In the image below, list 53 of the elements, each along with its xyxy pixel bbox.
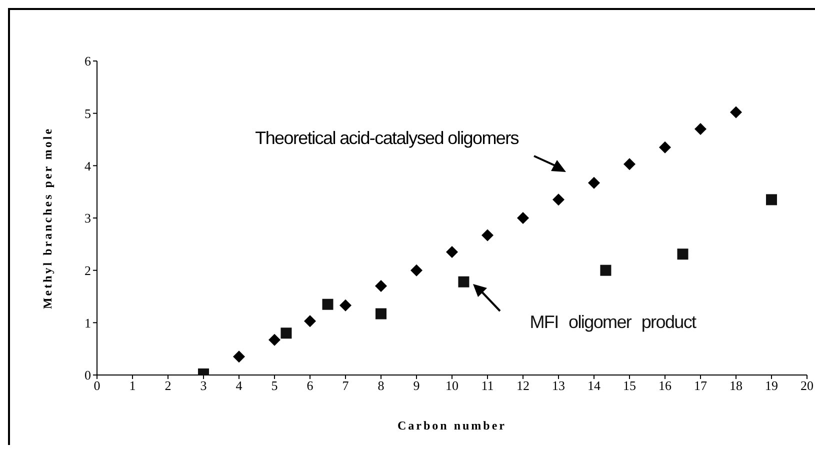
point bbox=[659, 141, 671, 154]
point bbox=[446, 246, 458, 258]
point bbox=[322, 298, 334, 310]
point bbox=[375, 280, 387, 292]
y-tick-label: 4 bbox=[84, 158, 92, 174]
y-tick-label: 5 bbox=[84, 106, 91, 121]
y-tick-label: 1 bbox=[84, 315, 91, 330]
x-tick-label: 13 bbox=[552, 378, 565, 394]
point bbox=[677, 248, 688, 260]
point bbox=[730, 106, 742, 118]
point bbox=[624, 158, 636, 170]
point bbox=[458, 276, 470, 288]
point bbox=[552, 194, 564, 206]
x-tick-label: 3 bbox=[200, 378, 207, 394]
point bbox=[340, 299, 352, 312]
point bbox=[280, 328, 292, 339]
x-tick-label: 9 bbox=[413, 378, 420, 394]
y-tick-label: 2 bbox=[84, 262, 91, 278]
point bbox=[482, 229, 494, 242]
point bbox=[694, 123, 706, 136]
x-tick-label: 10 bbox=[446, 378, 458, 394]
point bbox=[410, 264, 422, 276]
y-axis-title: Methyl branches per mole bbox=[40, 126, 54, 310]
x-tick-label: 6 bbox=[306, 378, 314, 394]
y-tick-label: 3 bbox=[84, 210, 91, 226]
x-tick-label: 12 bbox=[516, 378, 530, 394]
x-tick-label: 19 bbox=[765, 378, 778, 394]
point bbox=[600, 264, 612, 276]
x-tick-label: 14 bbox=[588, 378, 601, 394]
point bbox=[233, 350, 245, 363]
x-tick-label: 11 bbox=[481, 378, 494, 394]
y-tick-label: 6 bbox=[84, 54, 92, 69]
x-tick-label: 4 bbox=[236, 378, 243, 394]
x-tick-label: 20 bbox=[800, 378, 814, 394]
point bbox=[766, 194, 777, 206]
x-tick-label: 16 bbox=[658, 378, 672, 394]
point bbox=[304, 315, 316, 328]
x-tick-label: 18 bbox=[730, 378, 742, 394]
point bbox=[376, 308, 386, 320]
point bbox=[517, 212, 529, 224]
x-tick-label: 7 bbox=[342, 378, 350, 394]
text: MFI oligomer product bbox=[530, 312, 696, 333]
y-tick-label: 0 bbox=[84, 368, 91, 383]
x-tick-label: 15 bbox=[623, 378, 636, 394]
point bbox=[588, 176, 600, 189]
x-tick-label: 5 bbox=[271, 378, 278, 394]
text: Theoretical acid-catalysed oligomers bbox=[254, 128, 518, 149]
x-tick-label: 1 bbox=[129, 378, 136, 394]
x-tick-label: 8 bbox=[378, 378, 384, 394]
point bbox=[268, 334, 280, 346]
x-tick-label: 17 bbox=[694, 378, 708, 394]
x-axis-title: Carbon number bbox=[397, 418, 507, 433]
x-tick-label: 2 bbox=[164, 378, 172, 394]
